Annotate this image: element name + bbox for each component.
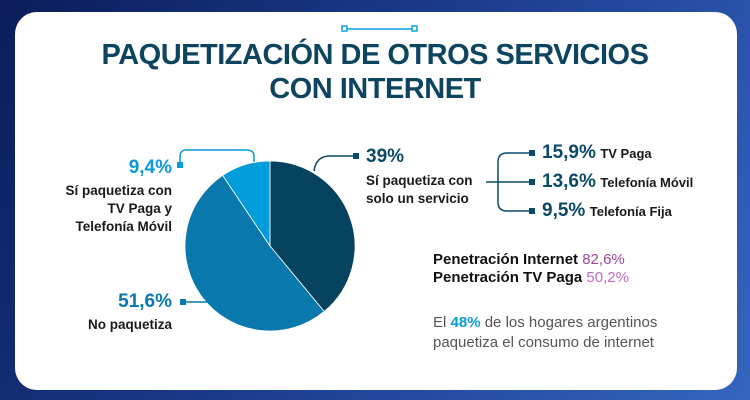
pie-chart — [184, 160, 356, 332]
summary-note: El 48% de los hogares argentinos paqueti… — [433, 313, 657, 353]
breakdown-label: TV Paga — [600, 146, 652, 161]
breakdown-item: 15,9% TV Paga — [542, 142, 652, 164]
slice-label-no-value: 51,6% — [118, 291, 172, 312]
note-text: de los hogares argentinos — [484, 314, 658, 331]
breakdown-value: 13,6% — [542, 171, 596, 192]
title-decoration — [341, 25, 418, 32]
label-line: solo un servicio — [366, 191, 469, 206]
penetration-value: 82,6% — [582, 251, 625, 268]
breakdown-item: 13,6% Telefonía Móvil — [542, 171, 693, 193]
page-title-line1: PAQUETIZACIÓN DE OTROS SERVICIOS — [101, 39, 649, 71]
pie-slice-1 — [184, 174, 325, 332]
breakdown-label: Telefonía Móvil — [600, 175, 694, 190]
penetration-label: Penetración TV Paga — [433, 269, 583, 286]
note-text: paquetiza el consumo de internet — [433, 334, 654, 351]
leader-lines — [177, 149, 535, 305]
slice-label-no-text: No paquetiza — [87, 317, 172, 332]
pie-slice-0 — [269, 160, 356, 313]
penetration-value: 50,2% — [586, 269, 629, 286]
slice-label-tvmovil-text: Sí paquetiza con TV Paga y Telefonía Móv… — [40, 182, 172, 236]
page-title-line2: CON INTERNET — [269, 73, 481, 105]
breakdown-value: 15,9% — [542, 142, 596, 163]
breakdown-item: 9,5% Telefonía Fija — [542, 200, 672, 222]
note-highlight: 48% — [450, 314, 481, 331]
breakdown-value: 9,5% — [542, 200, 586, 221]
label-line: Telefonía Móvil — [75, 219, 172, 234]
slice-label-single-value: 39% — [366, 146, 405, 167]
slice-label-single-text: Sí paquetiza con solo un servicio — [366, 172, 473, 208]
slice-label-tvmovil-value: 9,4% — [128, 157, 172, 178]
label-line: TV Paga y — [107, 201, 172, 216]
pie-slice-2 — [222, 160, 271, 248]
penetration-tv: Penetración TV Paga 50,2% — [433, 268, 629, 287]
penetration-internet: Penetración Internet 82,6% — [433, 250, 625, 269]
breakdown-label: Telefonía Fija — [589, 204, 672, 219]
infographic-card — [15, 12, 737, 390]
note-text: El — [433, 314, 447, 331]
label-line: Sí paquetiza con — [366, 173, 473, 188]
label-line: Sí paquetiza con — [65, 183, 172, 198]
penetration-label: Penetración Internet — [433, 251, 579, 268]
